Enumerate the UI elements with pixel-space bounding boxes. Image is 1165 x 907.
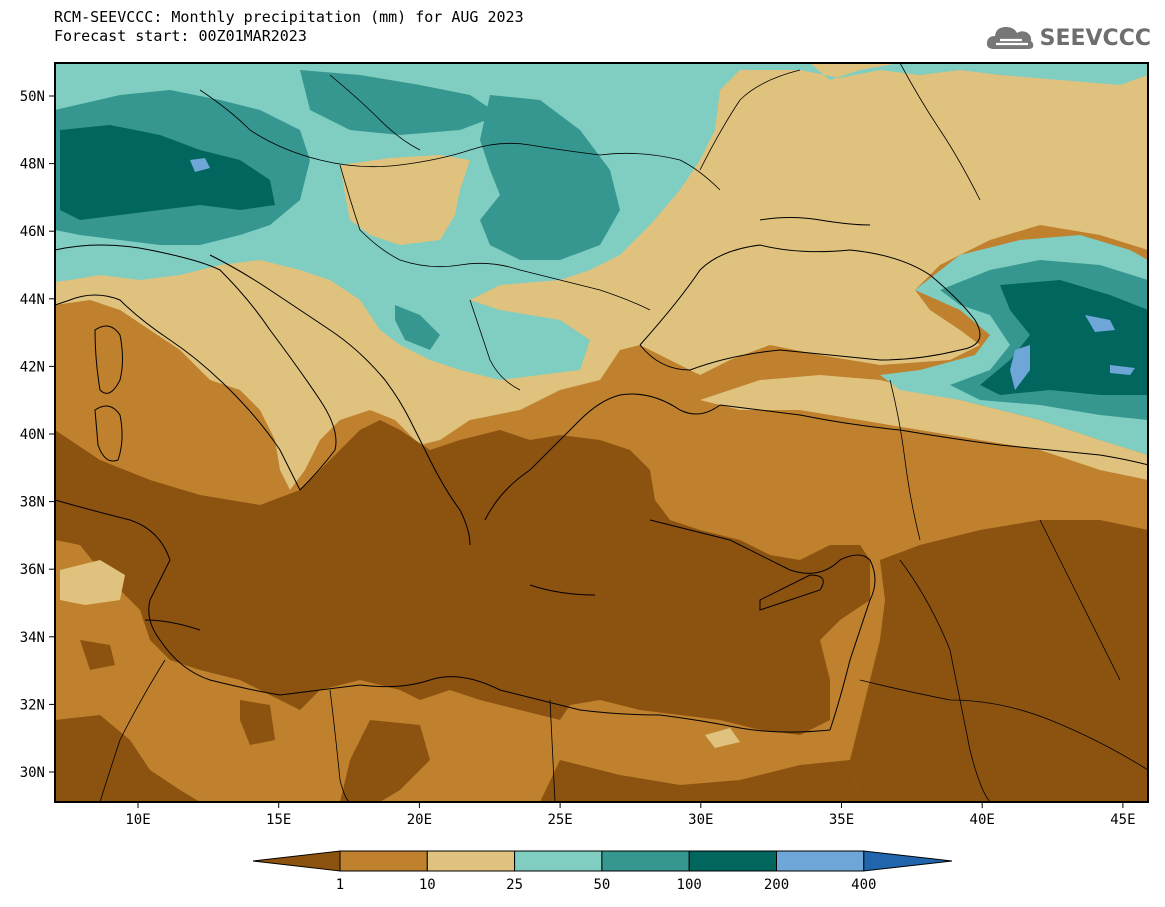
lon-label: 40E <box>970 812 995 828</box>
lat-label: 40N <box>20 427 45 443</box>
colorbar-cell <box>514 850 603 872</box>
lon-label: 15E <box>266 812 291 828</box>
map-frame <box>54 62 1149 803</box>
colorbar-label: 1 <box>336 877 344 893</box>
colorbar-right-arrow <box>863 850 953 872</box>
lat-label: 48N <box>20 157 45 173</box>
lat-label: 46N <box>20 224 45 240</box>
lon-label: 25E <box>547 812 572 828</box>
lat-label: 36N <box>20 562 45 578</box>
contour-100-poland <box>300 70 500 135</box>
lon-label: 45E <box>1110 812 1135 828</box>
lat-label: 42N <box>20 359 45 375</box>
colorbar-label: 400 <box>851 877 876 893</box>
contour-100-carpathians <box>480 95 620 260</box>
colorbar: 1 10 25 50 100 200 400 <box>252 850 953 893</box>
lon-label: 35E <box>829 812 854 828</box>
contour-lt1-libya <box>55 700 430 802</box>
latitude-axis: 50N 48N 46N 44N 42N 40N 38N 36N 34N 32N 30N <box>20 89 55 781</box>
map-title: RCM-SEEVCCC: Monthly precipitation (mm) … <box>54 8 524 26</box>
colorbar-label: 100 <box>677 877 702 893</box>
lon-label: 20E <box>407 812 432 828</box>
contour-lt1-levant <box>850 520 1148 802</box>
cloud-icon <box>986 27 1033 49</box>
logo-text: SEEVCCC <box>1039 25 1151 51</box>
contour-25-hungary <box>340 155 470 245</box>
lon-label: 10E <box>125 812 150 828</box>
lat-label: 32N <box>20 697 45 713</box>
contour-25-anatolia <box>700 375 1148 480</box>
lat-label: 30N <box>20 765 45 781</box>
contour-lt1-egypt <box>540 760 860 802</box>
lat-label: 44N <box>20 292 45 308</box>
colorbar-cell <box>776 850 865 872</box>
lat-label: 50N <box>20 89 45 105</box>
colorbar-label: 10 <box>419 877 436 893</box>
coastlines <box>55 217 1148 733</box>
contour-200-alps <box>60 125 275 220</box>
lat-label: 38N <box>20 495 45 511</box>
colorbar-left-arrow <box>252 850 341 872</box>
contour-25-algeria <box>60 560 125 605</box>
contour-100-balkan <box>395 305 440 350</box>
colorbar-cell <box>601 850 690 872</box>
colorbar-cell <box>339 850 428 872</box>
colorbar-label: 200 <box>764 877 789 893</box>
colorbar-cell <box>426 850 516 872</box>
contour-lt1-mediterranean <box>55 420 870 735</box>
lon-label: 30E <box>688 812 713 828</box>
contour-25-egypt-patch <box>705 728 740 748</box>
contour-400-alps <box>190 158 210 172</box>
precipitation-field <box>55 63 1148 802</box>
colorbar-label: 25 <box>506 877 523 893</box>
map-title-block: RCM-SEEVCCC: Monthly precipitation (mm) … <box>54 8 524 46</box>
colorbar-cell <box>688 850 778 872</box>
forecast-start: Forecast start: 00Z01MAR2023 <box>54 27 307 45</box>
contour-lt1-algeria <box>80 640 115 670</box>
country-borders <box>99 63 1148 802</box>
longitude-axis: 10E 15E 20E 25E 30E 35E 40E 45E <box>125 802 1136 828</box>
colorbar-label: 50 <box>593 877 610 893</box>
seevccc-logo: SEEVCCC <box>984 22 1151 54</box>
lat-label: 34N <box>20 630 45 646</box>
